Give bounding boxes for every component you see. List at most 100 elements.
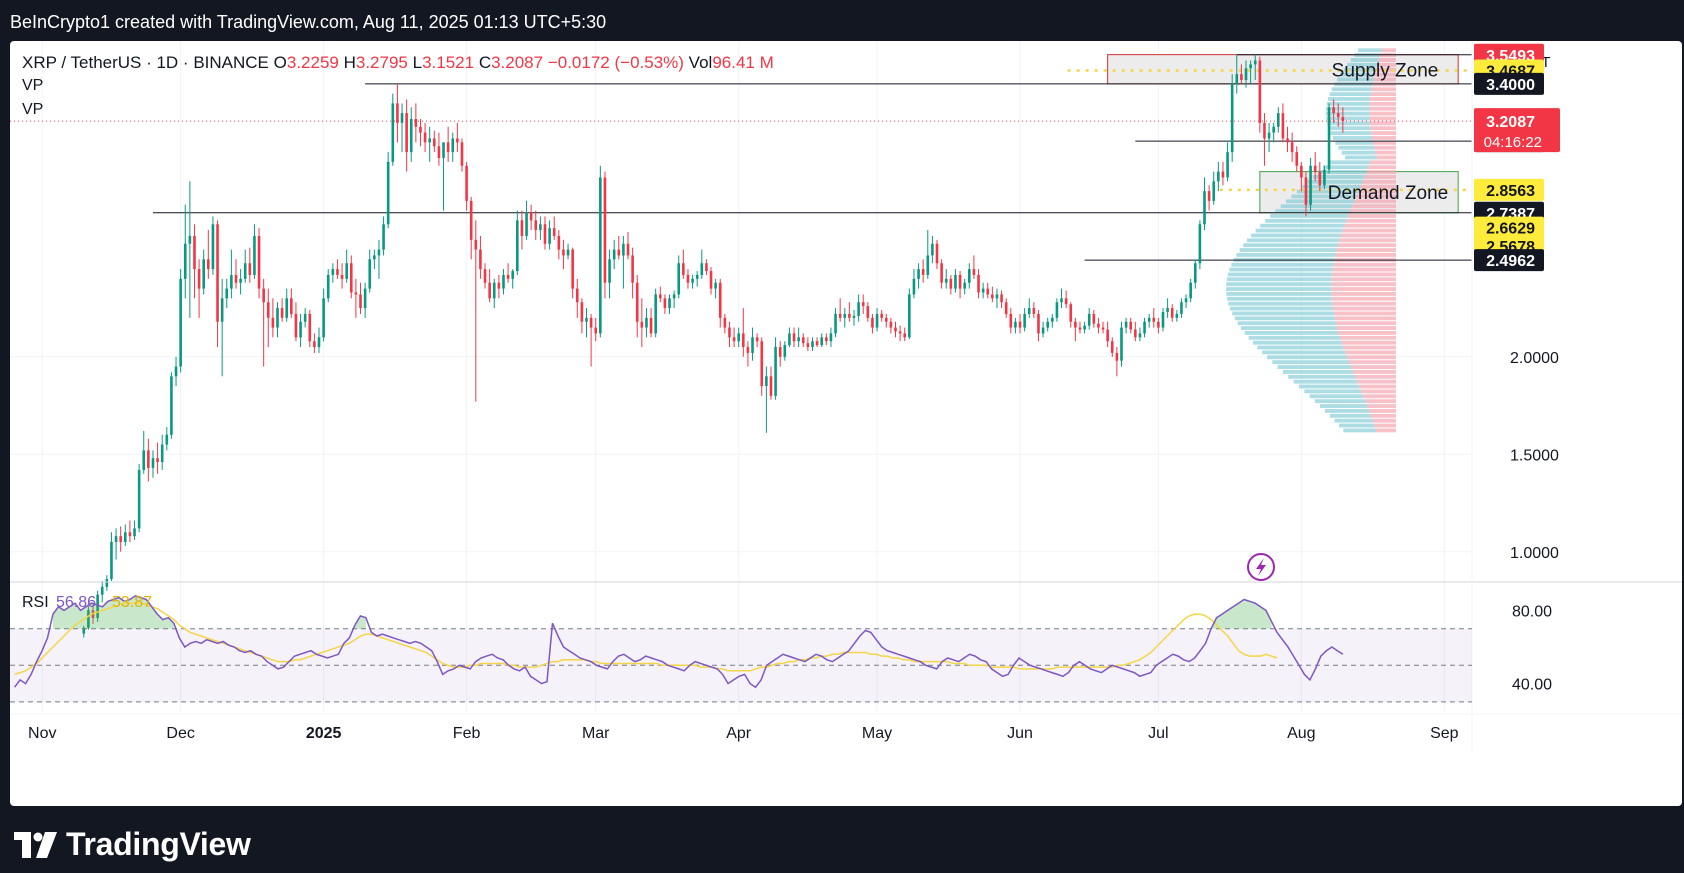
volume-profile-bar-up [1340, 72, 1375, 77]
volume-profile-bar-down [1369, 111, 1396, 116]
candle-body [534, 220, 538, 231]
candle-body [663, 298, 667, 309]
volume-profile-bar-up [1226, 282, 1332, 287]
candle-body [1290, 142, 1294, 153]
candle-body [889, 321, 893, 328]
volume-profile-bar-up [1309, 394, 1364, 399]
candle-body [170, 376, 173, 435]
volume-profile-bar-up [1277, 365, 1351, 369]
close-value: 3.2087 [491, 53, 544, 72]
candle-body [954, 274, 957, 289]
zone-box [1107, 54, 1459, 85]
candle-body [926, 255, 930, 275]
candle-body [308, 313, 312, 342]
candle-body [396, 103, 399, 123]
candle-body [234, 274, 238, 283]
vp-indicator-1[interactable]: VP [22, 77, 44, 94]
candle-body [1129, 321, 1133, 330]
volume-profile-bar-down [1356, 194, 1396, 199]
candle-body [1143, 321, 1146, 334]
volume-profile-bar-up [1298, 384, 1360, 389]
candle-body [262, 288, 265, 303]
candle-body [1272, 126, 1275, 133]
candle-body [825, 337, 828, 342]
price-label-badge [1474, 178, 1544, 201]
candle-body [848, 313, 851, 318]
candle-body [1004, 302, 1008, 314]
candle-body [967, 269, 971, 283]
candle-body [589, 317, 593, 328]
vp-indicator-2[interactable]: VP [22, 101, 44, 118]
volume-profile-bar-down [1345, 350, 1396, 355]
candle-body [1120, 327, 1123, 361]
countdown-text: 04:16:22 [1484, 134, 1542, 151]
candle-body [1078, 327, 1082, 330]
candle-body [179, 278, 182, 367]
candle-body [843, 313, 847, 318]
volume-profile-bar-down [1348, 360, 1396, 365]
volume-profile-bar-down [1373, 77, 1396, 82]
chart-frame[interactable]: Supply Zone Demand Zone 2.0000 1.5000 1.0000… [10, 41, 1682, 806]
candle-body [566, 249, 570, 256]
candle-body [1193, 263, 1197, 283]
candle-body [1138, 333, 1142, 338]
volume-profile-bar-up [1230, 306, 1333, 311]
candle-body [202, 259, 206, 289]
volume-profile-bar-up [1312, 175, 1365, 179]
candle-body [608, 259, 611, 283]
candle-body [488, 282, 491, 299]
tradingview-logo: TradingView [14, 826, 251, 863]
volume-profile-bar-up [1265, 218, 1347, 223]
candle-body [483, 269, 487, 283]
footer-bar: TradingView [0, 808, 1684, 873]
candle-body [188, 235, 192, 244]
candle-body [1295, 152, 1299, 166]
candle-body [1060, 298, 1063, 303]
candle-body [1074, 321, 1077, 328]
volume-profile-bar-down [1331, 277, 1396, 282]
candle-body [368, 259, 372, 289]
candle-body [1069, 304, 1073, 322]
candle-body [940, 263, 943, 283]
candle-body [211, 224, 215, 270]
candle-body [774, 347, 777, 396]
candle-body [1124, 321, 1128, 328]
volume-profile-bar-up [1286, 199, 1355, 204]
candle-body [1009, 313, 1013, 328]
price-scale-label: 1.0000 [1510, 545, 1559, 562]
candle-body [834, 313, 837, 334]
candle-body [317, 337, 321, 348]
volume-profile-bar-up [1302, 184, 1361, 189]
volume-profile-bar-up [1347, 62, 1378, 67]
volume-profile-bar-up [1350, 58, 1379, 62]
volume-profile-bar-down [1372, 418, 1396, 423]
candle-body [359, 294, 362, 309]
candle-body [949, 278, 953, 289]
volume-profile-bar-down [1342, 228, 1396, 233]
x-tick-label: Jul [1148, 725, 1168, 742]
volume-profile-bar-up [1304, 389, 1362, 394]
rsi-legend-ma: 53.87 [112, 594, 152, 611]
candle-body [193, 235, 196, 270]
candle-body [668, 298, 671, 309]
price-chart[interactable]: Supply Zone Demand Zone 2.0000 1.5000 1.0000… [10, 41, 1682, 806]
candle-body [686, 274, 690, 283]
candle-body [465, 165, 468, 201]
change-value: −0.0172 (−0.53%) [547, 53, 684, 72]
x-tick-label: May [862, 725, 892, 742]
lightning-icon[interactable] [1247, 553, 1275, 581]
candle-body [382, 224, 385, 250]
volume-profile-bar-up [1325, 408, 1370, 413]
candle-body [742, 333, 745, 348]
volume-profile-bar-down [1341, 340, 1396, 345]
volume-profile-bar-up [1335, 140, 1373, 145]
candle-body [1332, 107, 1335, 114]
volume-profile-bar-down [1332, 272, 1396, 277]
candle-body [1184, 298, 1188, 303]
candle-body [1258, 60, 1262, 123]
volume-profile-bar-down [1347, 355, 1396, 360]
volume-profile-bar-up [1291, 194, 1357, 199]
price-label-badge [1474, 249, 1544, 272]
candle-body [732, 337, 736, 342]
candle-body [1327, 107, 1331, 170]
